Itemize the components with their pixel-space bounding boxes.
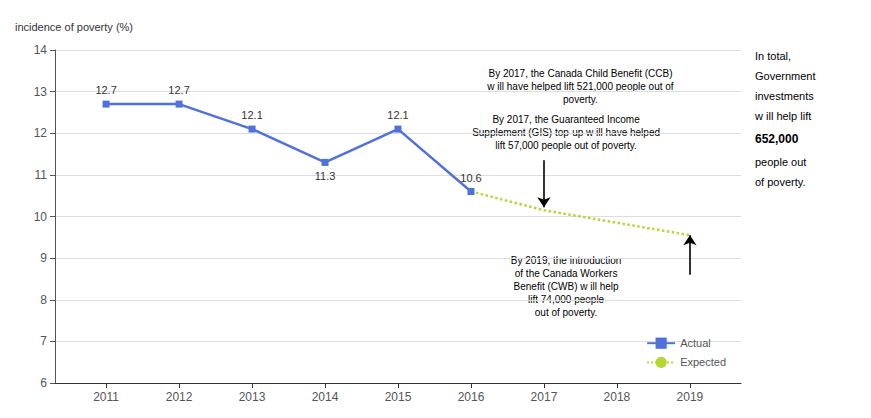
svg-text:8: 8 (40, 293, 47, 307)
svg-text:Actual: Actual (680, 337, 711, 349)
svg-text:2016: 2016 (458, 390, 485, 404)
svg-text:2015: 2015 (385, 390, 412, 404)
svg-text:2011: 2011 (93, 390, 119, 404)
svg-text:2014: 2014 (312, 390, 339, 404)
svg-text:investments: investments (755, 90, 814, 102)
svg-text:Benefit (CWB) w ill help: Benefit (CWB) w ill help (514, 281, 619, 292)
svg-text:652,000: 652,000 (755, 132, 799, 146)
svg-text:10: 10 (34, 210, 48, 224)
svg-text:12: 12 (34, 126, 48, 140)
svg-text:poverty.: poverty. (563, 94, 598, 105)
svg-text:Expected: Expected (680, 356, 726, 368)
svg-text:12.7: 12.7 (95, 84, 116, 96)
svg-text:12.1: 12.1 (241, 109, 262, 121)
svg-text:2013: 2013 (239, 390, 266, 404)
svg-text:11.3: 11.3 (315, 170, 336, 182)
svg-text:Supplement (GIS) top-up w ill: Supplement (GIS) top-up w ill have helpe… (472, 127, 660, 138)
svg-text:13: 13 (34, 85, 48, 99)
svg-text:of the Canada Workers: of the Canada Workers (515, 268, 618, 279)
svg-text:14: 14 (34, 43, 48, 57)
svg-text:9: 9 (40, 251, 47, 265)
svg-text:12.7: 12.7 (168, 84, 189, 96)
svg-text:2018: 2018 (604, 390, 631, 404)
svg-text:2012: 2012 (166, 390, 193, 404)
svg-text:By 2017, the Canada Child Bene: By 2017, the Canada Child Benefit (CCB) (488, 68, 672, 79)
svg-text:In total,: In total, (755, 50, 791, 62)
svg-text:people out: people out (755, 156, 806, 168)
svg-text:6: 6 (40, 376, 47, 390)
svg-text:2019: 2019 (677, 390, 704, 404)
svg-text:By 2019, the introduction: By 2019, the introduction (511, 255, 622, 266)
svg-text:w ill have helped lift 521,000: w ill have helped lift 521,000 people ou… (486, 81, 673, 92)
svg-text:7: 7 (40, 334, 47, 348)
svg-text:lift 74,000 people: lift 74,000 people (528, 294, 605, 305)
svg-text:11: 11 (35, 168, 48, 182)
svg-text:By 2017, the Guaranteed Income: By 2017, the Guaranteed Income (492, 114, 640, 125)
svg-text:12.1: 12.1 (387, 109, 408, 121)
svg-text:w ill help lift: w ill help lift (754, 110, 811, 122)
svg-text:2017: 2017 (531, 390, 558, 404)
svg-text:out of poverty.: out of poverty. (535, 307, 598, 318)
svg-text:10.6: 10.6 (460, 172, 481, 184)
svg-text:incidence of poverty (%): incidence of poverty (%) (15, 21, 133, 33)
svg-text:of poverty.: of poverty. (755, 176, 806, 188)
svg-text:lift 57,000 people out of pove: lift 57,000 people out of poverty. (495, 140, 637, 151)
svg-text:Government: Government (755, 70, 816, 82)
